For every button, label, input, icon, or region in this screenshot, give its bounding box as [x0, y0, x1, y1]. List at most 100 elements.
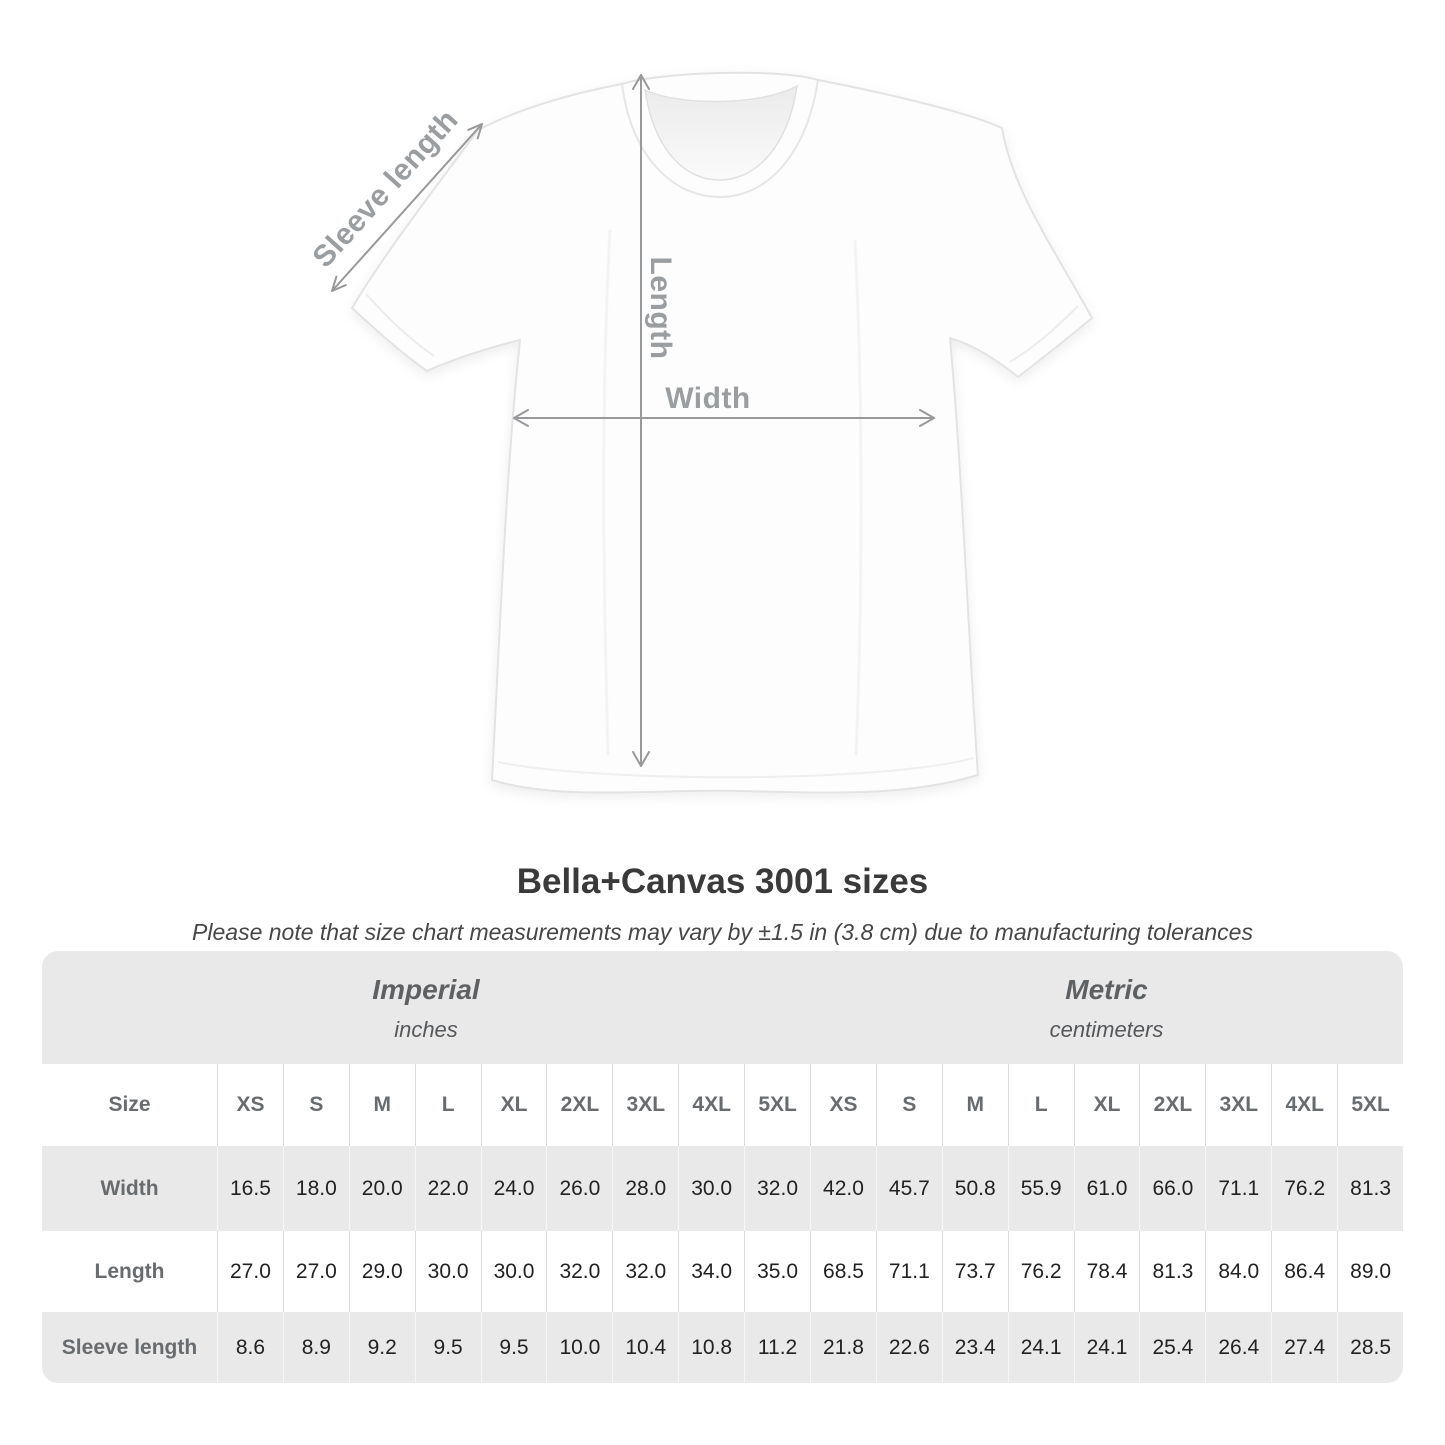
- value-cell-cm: 73.7: [941, 1231, 1008, 1312]
- size-metric-xs: XS: [810, 1064, 876, 1146]
- metric-unit: centimeters: [1049, 1017, 1164, 1042]
- value-cell-in: 10.0: [546, 1312, 612, 1383]
- value-cell-in: 28.0: [612, 1146, 678, 1231]
- value-cell-in: 16.5: [217, 1146, 283, 1231]
- width-label: Width: [665, 382, 751, 415]
- value-cell-cm: 86.4: [1271, 1231, 1337, 1312]
- sleeve-length-arrow: [331, 123, 483, 292]
- size-metric-m: M: [941, 1064, 1008, 1146]
- length-label: Length: [644, 256, 677, 360]
- size-header-row: Size XS S M L XL 2XL 3XL 4XL 5XL XS S M L XL 2XL 3XL 4XL…: [42, 1064, 1403, 1146]
- value-cell-cm: 26.4: [1205, 1312, 1271, 1383]
- value-cell-cm: 42.0: [810, 1146, 876, 1231]
- value-cell-cm: 71.1: [875, 1231, 942, 1312]
- value-cell-cm: 81.3: [1139, 1231, 1205, 1312]
- table-row-sleeve-length: Sleeve length 8.6 8.9 9.2 9.5 9.5 10.0 10.4 10.8…: [42, 1312, 1403, 1383]
- table-row-length: Length 27.0 27.0 29.0 30.0 30.0 32.0 32.0 34.0 35…: [42, 1231, 1403, 1312]
- value-cell-in: 32.0: [744, 1146, 810, 1231]
- value-cell-in: 35.0: [744, 1231, 810, 1312]
- unit-header-row: Imperial inches Metric centimeters: [42, 951, 1403, 1064]
- table-row-width: Width 16.5 18.0 20.0 22.0 24.0 26.0 28.0 30.0 32.…: [42, 1146, 1403, 1231]
- value-cell-cm: 28.5: [1337, 1312, 1403, 1383]
- value-cell-cm: 68.5: [810, 1231, 876, 1312]
- value-cell-in: 20.0: [348, 1146, 415, 1231]
- size-imperial-xl: XL: [480, 1064, 547, 1146]
- tshirt-body: [351, 71, 1093, 794]
- size-table: Imperial inches Metric centimeters Size …: [42, 951, 1403, 1383]
- width-arrow: [513, 409, 935, 427]
- size-metric-xl: XL: [1073, 1064, 1140, 1146]
- collar-seam: [621, 79, 819, 199]
- value-cell-in: 10.8: [678, 1312, 744, 1383]
- length-arrow: [632, 74, 650, 767]
- value-cell-cm: 89.0: [1337, 1231, 1403, 1312]
- imperial-unit: inches: [394, 1017, 458, 1042]
- size-imperial-s: S: [282, 1064, 349, 1146]
- value-cell-cm: 25.4: [1139, 1312, 1205, 1383]
- size-metric-4xl: 4XL: [1271, 1064, 1337, 1146]
- value-cell-cm: 24.1: [1073, 1312, 1140, 1383]
- value-cell-cm: 76.2: [1271, 1146, 1337, 1231]
- metric-title: Metric: [1065, 974, 1148, 1005]
- value-cell-cm: 66.0: [1139, 1146, 1205, 1231]
- page-title: Bella+Canvas 3001 sizes: [516, 862, 929, 901]
- size-metric-l: L: [1007, 1064, 1074, 1146]
- value-cell-cm: 22.6: [875, 1312, 942, 1383]
- value-cell-cm: 24.1: [1007, 1312, 1074, 1383]
- value-cell-in: 8.9: [282, 1312, 349, 1383]
- value-cell-in: 10.4: [612, 1312, 678, 1383]
- value-cell-in: 9.5: [414, 1312, 481, 1383]
- collar-opening: [644, 84, 798, 181]
- value-cell-cm: 61.0: [1073, 1146, 1140, 1231]
- value-cell-in: 32.0: [546, 1231, 612, 1312]
- value-cell-in: 27.0: [217, 1231, 283, 1312]
- tolerance-note: Please note that size chart measurements…: [192, 919, 1253, 945]
- value-cell-in: 30.0: [678, 1146, 744, 1231]
- value-cell-in: 11.2: [744, 1312, 810, 1383]
- value-cell-cm: 50.8: [941, 1146, 1008, 1231]
- value-cell-in: 30.0: [480, 1231, 547, 1312]
- value-cell-cm: 84.0: [1205, 1231, 1271, 1312]
- value-cell-in: 22.0: [414, 1146, 481, 1231]
- imperial-header: Imperial inches: [42, 951, 810, 1064]
- value-cell-cm: 27.4: [1271, 1312, 1337, 1383]
- value-cell-in: 34.0: [678, 1231, 744, 1312]
- metric-header: Metric centimeters: [810, 951, 1403, 1064]
- size-imperial-xs: XS: [217, 1064, 283, 1146]
- size-imperial-5xl: 5XL: [744, 1064, 810, 1146]
- imperial-title: Imperial: [372, 974, 480, 1005]
- value-cell-in: 24.0: [480, 1146, 547, 1231]
- size-metric-2xl: 2XL: [1139, 1064, 1205, 1146]
- value-cell-in: 29.0: [348, 1231, 415, 1312]
- value-cell-in: 27.0: [282, 1231, 349, 1312]
- value-cell-in: 9.5: [480, 1312, 547, 1383]
- size-metric-5xl: 5XL: [1337, 1064, 1403, 1146]
- value-cell-cm: 23.4: [941, 1312, 1008, 1383]
- value-cell-in: 9.2: [348, 1312, 415, 1383]
- size-imperial-m: M: [348, 1064, 415, 1146]
- size-metric-s: S: [875, 1064, 942, 1146]
- size-column-header: Size: [108, 1093, 151, 1116]
- value-cell-cm: 78.4: [1073, 1231, 1140, 1312]
- size-imperial-4xl: 4XL: [678, 1064, 744, 1146]
- value-cell-in: 26.0: [546, 1146, 612, 1231]
- value-cell-in: 8.6: [217, 1312, 283, 1383]
- tshirt-illustration: [331, 71, 1093, 794]
- size-imperial-2xl: 2XL: [546, 1064, 612, 1146]
- row-label: Length: [94, 1259, 165, 1283]
- row-label: Width: [100, 1176, 159, 1200]
- size-imperial-l: L: [414, 1064, 481, 1146]
- value-cell-in: 32.0: [612, 1231, 678, 1312]
- row-label: Sleeve length: [61, 1335, 198, 1359]
- value-cell-in: 30.0: [414, 1231, 481, 1312]
- value-cell-cm: 21.8: [810, 1312, 876, 1383]
- size-metric-3xl: 3XL: [1205, 1064, 1271, 1146]
- value-cell-cm: 71.1: [1205, 1146, 1271, 1231]
- value-cell-cm: 81.3: [1337, 1146, 1403, 1231]
- value-cell-cm: 76.2: [1007, 1231, 1074, 1312]
- tshirt-diagram: Sleeve length Length Width: [306, 71, 1093, 794]
- value-cell-cm: 45.7: [875, 1146, 942, 1231]
- size-imperial-3xl: 3XL: [612, 1064, 678, 1146]
- value-cell-cm: 55.9: [1007, 1146, 1074, 1231]
